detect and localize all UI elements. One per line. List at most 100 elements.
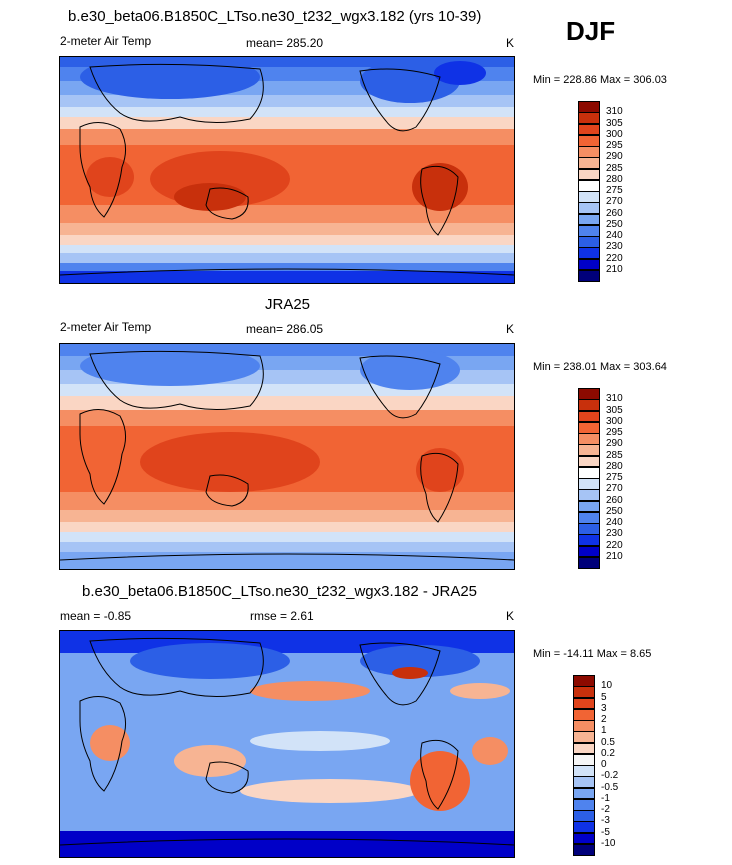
north-america-outline xyxy=(359,642,441,706)
canada-bias xyxy=(360,645,480,677)
colorbar-tick-label: 0 xyxy=(601,759,607,770)
australia-hot xyxy=(174,183,246,211)
colorbar-tick-label: 275 xyxy=(606,185,623,196)
south-subtropic-band xyxy=(60,492,514,510)
panel3-units: K xyxy=(506,609,515,623)
colorbar-tick-label: 0.5 xyxy=(601,736,615,748)
north-transition-band xyxy=(60,107,514,117)
antarctic-margin-band xyxy=(60,263,514,271)
colorbar-swatch xyxy=(578,258,600,271)
north-pacific-warm xyxy=(250,681,370,701)
subtropic-band xyxy=(60,410,514,426)
panel2-colorbar: 310 305 300 295 290 285 280 275 270 260 250 240 230 2… xyxy=(578,388,623,569)
antarctic-band xyxy=(60,552,514,569)
colorbar-swatch xyxy=(578,489,600,501)
colorbar-tick-label: 230 xyxy=(606,528,623,540)
panel2-variable: 2-meter Air Temp xyxy=(60,320,152,334)
colorbar-tick-label: 2 xyxy=(601,714,607,725)
colorbar-swatch xyxy=(578,388,600,400)
colorbar-swatch xyxy=(578,224,600,237)
north-warm-band xyxy=(60,396,514,410)
colorbar-tick-label: -3 xyxy=(601,815,610,827)
greenland-sea-warm xyxy=(392,667,428,679)
antarctica-outline xyxy=(60,268,514,276)
colorbar-swatch xyxy=(578,466,600,479)
panel3-mean: mean = -0.85 xyxy=(60,609,132,623)
colorbar-tick-label: -5 xyxy=(601,826,610,838)
panel1-units: K xyxy=(506,36,515,50)
panel3-minmax: Min = -14.11 Max = 8.65 xyxy=(533,648,652,660)
colorbar-swatch xyxy=(578,236,600,248)
colorbar-swatch xyxy=(578,421,600,434)
colorbar-swatch xyxy=(573,708,595,721)
coastlines xyxy=(60,63,514,276)
colorbar-swatch xyxy=(578,112,600,124)
africa-hot xyxy=(86,157,134,197)
panel1-title: b.e30_beta06.B1850C_LTso.ne30_t232_wgx3.… xyxy=(68,8,482,25)
panel2-title: JRA25 xyxy=(265,296,311,313)
north-america-outline xyxy=(359,68,441,132)
panel3-rmse: rmse = 2.61 xyxy=(250,609,314,623)
panel1-map-svg xyxy=(60,57,514,283)
colorbar-swatch xyxy=(573,753,595,766)
eurasia-outline xyxy=(89,63,264,124)
eurasia-outline xyxy=(89,637,264,698)
colorbar-swatch xyxy=(578,168,600,181)
colorbar-swatch xyxy=(578,545,600,558)
panel1-map xyxy=(59,56,515,284)
south-america-warm xyxy=(410,751,470,811)
panel2-units: K xyxy=(506,322,515,336)
colorbar-swatch xyxy=(578,213,600,226)
colorbar-tick-label: 270 xyxy=(606,196,623,208)
north-warm-band xyxy=(60,117,514,129)
subtropic-band xyxy=(60,129,514,145)
colorbar-tick-label: 290 xyxy=(606,151,623,163)
colorbar-tick-label: 250 xyxy=(606,218,623,230)
colorbar-tick-label: 290 xyxy=(606,438,623,450)
colorbar-swatch xyxy=(573,686,595,698)
colorbar-tick-label: -10 xyxy=(601,837,616,849)
panel1-mean: mean= 285.20 xyxy=(246,36,324,50)
colorbar-tick-label: 275 xyxy=(606,472,623,483)
colorbar-tick-label: 220 xyxy=(606,252,623,264)
north-mild-band xyxy=(60,384,514,396)
colorbar-tick-label: 305 xyxy=(606,404,623,416)
north-atlantic-warm xyxy=(450,683,510,699)
colorbar-swatch xyxy=(578,191,600,203)
colorbar-swatch xyxy=(573,787,595,800)
colorbar-tick-label: 285 xyxy=(606,449,623,461)
colorbar-swatch xyxy=(578,534,600,546)
south-pacific-warm xyxy=(240,779,420,803)
south-atlantic-warm xyxy=(472,737,508,765)
panel2-map xyxy=(59,343,515,570)
colorbar-tick-label: 220 xyxy=(606,539,623,551)
australia-outline xyxy=(205,474,249,507)
colorbar-tick-label: 300 xyxy=(606,128,623,140)
colorbar-swatch xyxy=(573,765,595,777)
colorbar-tick-label: 295 xyxy=(606,427,623,438)
colorbar-tick-label: 1 xyxy=(601,725,607,737)
colorbar-swatch xyxy=(573,742,595,755)
south-subtropic-band xyxy=(60,205,514,223)
panel2-minmax: Min = 238.01 Max = 303.64 xyxy=(533,361,667,373)
colorbar-tick-label: -2 xyxy=(601,804,610,815)
panel2-mean: mean= 286.05 xyxy=(246,322,324,336)
colorbar-swatch xyxy=(578,123,600,136)
south-mild-band xyxy=(60,235,514,245)
colorbar-tick-label: 270 xyxy=(606,483,623,495)
colorbar-tick-label: -0.2 xyxy=(601,770,619,782)
colorbar-tick-label: 250 xyxy=(606,505,623,517)
africa-outline xyxy=(79,122,126,218)
colorbar-tick-label: 285 xyxy=(606,162,623,174)
colorbar-tick-label: 260 xyxy=(606,494,623,506)
colorbar-swatch xyxy=(578,556,600,569)
colorbar-tick-label: 295 xyxy=(606,140,623,151)
colorbar-swatch xyxy=(573,810,595,822)
colorbar-tick-label: 305 xyxy=(606,117,623,129)
colorbar-tick-label: 210 xyxy=(606,263,623,275)
colorbar-swatch xyxy=(573,821,595,833)
colorbar-tick-label: 260 xyxy=(606,207,623,219)
south-america-hot xyxy=(412,163,468,211)
south-america-outline xyxy=(420,165,459,236)
colorbar-swatch xyxy=(578,179,600,192)
